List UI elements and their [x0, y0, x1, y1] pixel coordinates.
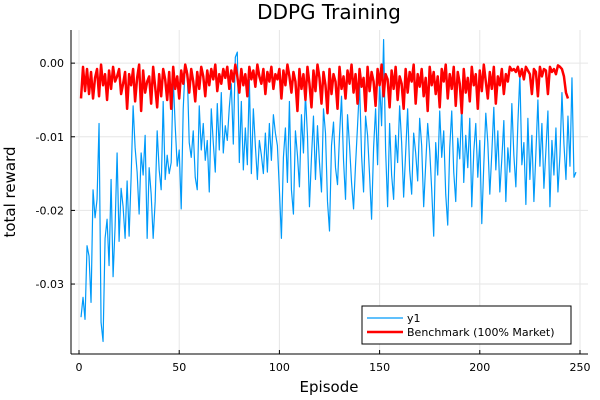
y-tick-label: -0.02: [36, 204, 64, 217]
x-tick-label: 100: [269, 361, 290, 374]
x-tick-label: 150: [369, 361, 390, 374]
x-tick-label: 200: [469, 361, 490, 374]
y-tick-label: -0.03: [36, 278, 64, 291]
plot-area: [79, 38, 577, 343]
chart-title: DDPG Training: [257, 0, 401, 24]
x-tick-label: 250: [569, 361, 590, 374]
legend-label-benchmark: Benchmark (100% Market): [407, 326, 555, 339]
tick-labels: 0 50 100 150 200 250 0.00 -0.01 -0.02 -0.03: [36, 57, 591, 374]
axes: [70, 30, 588, 355]
y-axis-title: total reward: [1, 146, 19, 237]
x-tick-label: 0: [76, 361, 83, 374]
y-tick-label: -0.01: [36, 131, 64, 144]
legend: y1 Benchmark (100% Market): [361, 305, 572, 345]
x-axis-title: Episode: [300, 378, 359, 396]
series-line-y1: [80, 38, 577, 343]
x-tick-label: 50: [172, 361, 186, 374]
y-tick-label: 0.00: [40, 57, 65, 70]
series-line-benchmark: [79, 63, 570, 115]
legend-label-y1: y1: [407, 312, 421, 325]
legend-box: [361, 305, 572, 345]
